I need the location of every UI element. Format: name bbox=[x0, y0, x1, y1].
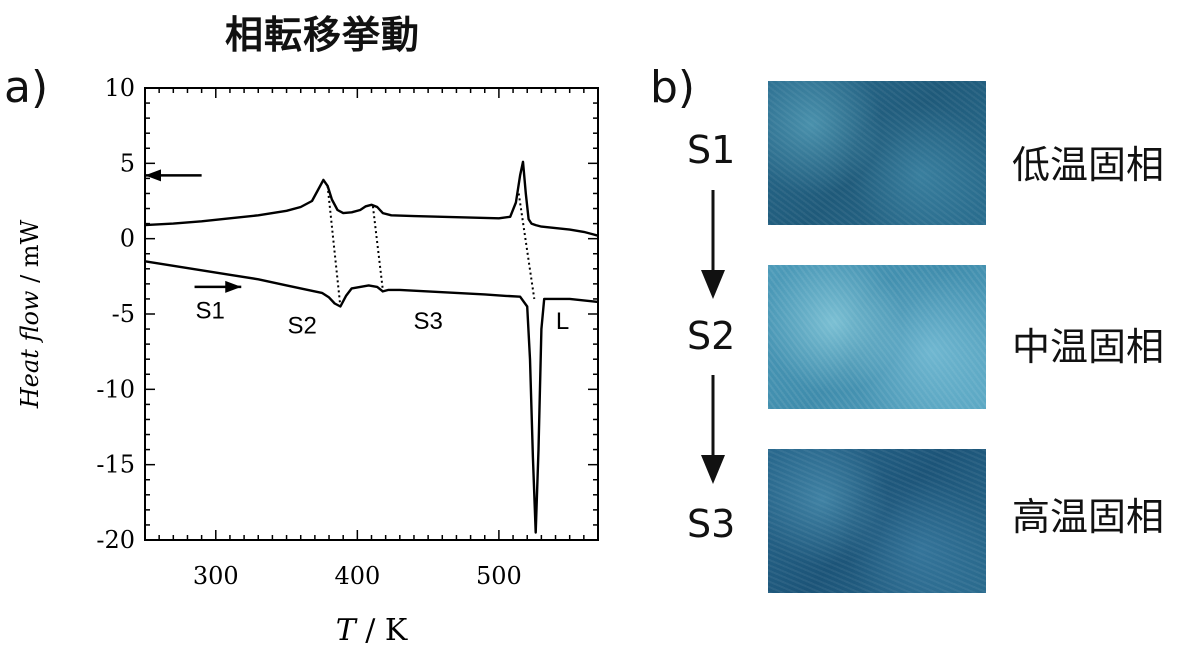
phase-label-high: 高温固相 bbox=[1012, 495, 1165, 539]
y-axis-label-var: Heat flow bbox=[16, 290, 44, 409]
panel-b-label: b) bbox=[650, 62, 696, 113]
stage-label-s2: S2 bbox=[687, 314, 736, 358]
direction-arrows bbox=[145, 169, 242, 293]
x-tick-label: 300 bbox=[193, 562, 239, 590]
phase-label-mid: 中温固相 bbox=[1012, 325, 1165, 369]
stage-label-s3: S3 bbox=[687, 502, 736, 546]
stage-arrows bbox=[701, 190, 725, 484]
plot-frame bbox=[144, 87, 599, 541]
micrograph-s1 bbox=[768, 81, 986, 225]
figure-title: 相転移挙動 bbox=[225, 13, 421, 57]
cooling-arrow-head bbox=[145, 169, 161, 182]
y-tick-label: -20 bbox=[96, 526, 135, 554]
x-axis-label-unit: / K bbox=[356, 613, 408, 646]
series-group bbox=[144, 160, 599, 534]
heating-arrow-head bbox=[225, 280, 242, 293]
tick-labels: 300 400 500 10 5 0 -5 -10 -15 -20 bbox=[96, 74, 521, 590]
arrow-s2-s3-head bbox=[701, 455, 725, 484]
y-axis-label-unit: / mW bbox=[16, 219, 44, 290]
phase-annotation: S2 bbox=[287, 313, 316, 340]
y-tick-label: -5 bbox=[112, 300, 135, 328]
x-tick-label: 500 bbox=[476, 562, 522, 590]
transition-connector bbox=[326, 185, 342, 307]
phase-annotation: L bbox=[556, 308, 569, 335]
dsc-chart: 300 400 500 10 5 0 -5 -10 -15 -20 S1 S2 S3 L T / K H… bbox=[16, 74, 599, 646]
panel-a-label: a) bbox=[4, 62, 49, 113]
x-tick-label: 400 bbox=[334, 562, 380, 590]
x-axis-label: T / K bbox=[336, 613, 408, 646]
y-axis-label: Heat flow / mW bbox=[16, 219, 44, 409]
micrograph-s2 bbox=[768, 265, 986, 409]
stage-label-s1: S1 bbox=[687, 128, 736, 172]
phase-annotations: S1 S2 S3 L bbox=[195, 298, 569, 340]
y-tick-label: -10 bbox=[96, 375, 135, 403]
transition-connectors bbox=[326, 185, 536, 307]
heating-curve bbox=[144, 260, 599, 534]
arrow-s1-s2-head bbox=[701, 270, 725, 299]
y-tick-label: 5 bbox=[120, 149, 135, 177]
y-tick-label: -15 bbox=[96, 451, 135, 479]
transition-connector bbox=[371, 206, 384, 291]
y-tick-label: 0 bbox=[120, 225, 135, 253]
x-axis-label-var: T bbox=[336, 613, 358, 646]
phase-label-low: 低温固相 bbox=[1012, 143, 1165, 187]
micrograph-s3 bbox=[768, 449, 986, 593]
cooling-curve bbox=[144, 160, 599, 237]
phase-annotation: S1 bbox=[195, 298, 224, 325]
y-tick-label: 10 bbox=[104, 74, 135, 102]
phase-annotation: S3 bbox=[413, 308, 442, 335]
